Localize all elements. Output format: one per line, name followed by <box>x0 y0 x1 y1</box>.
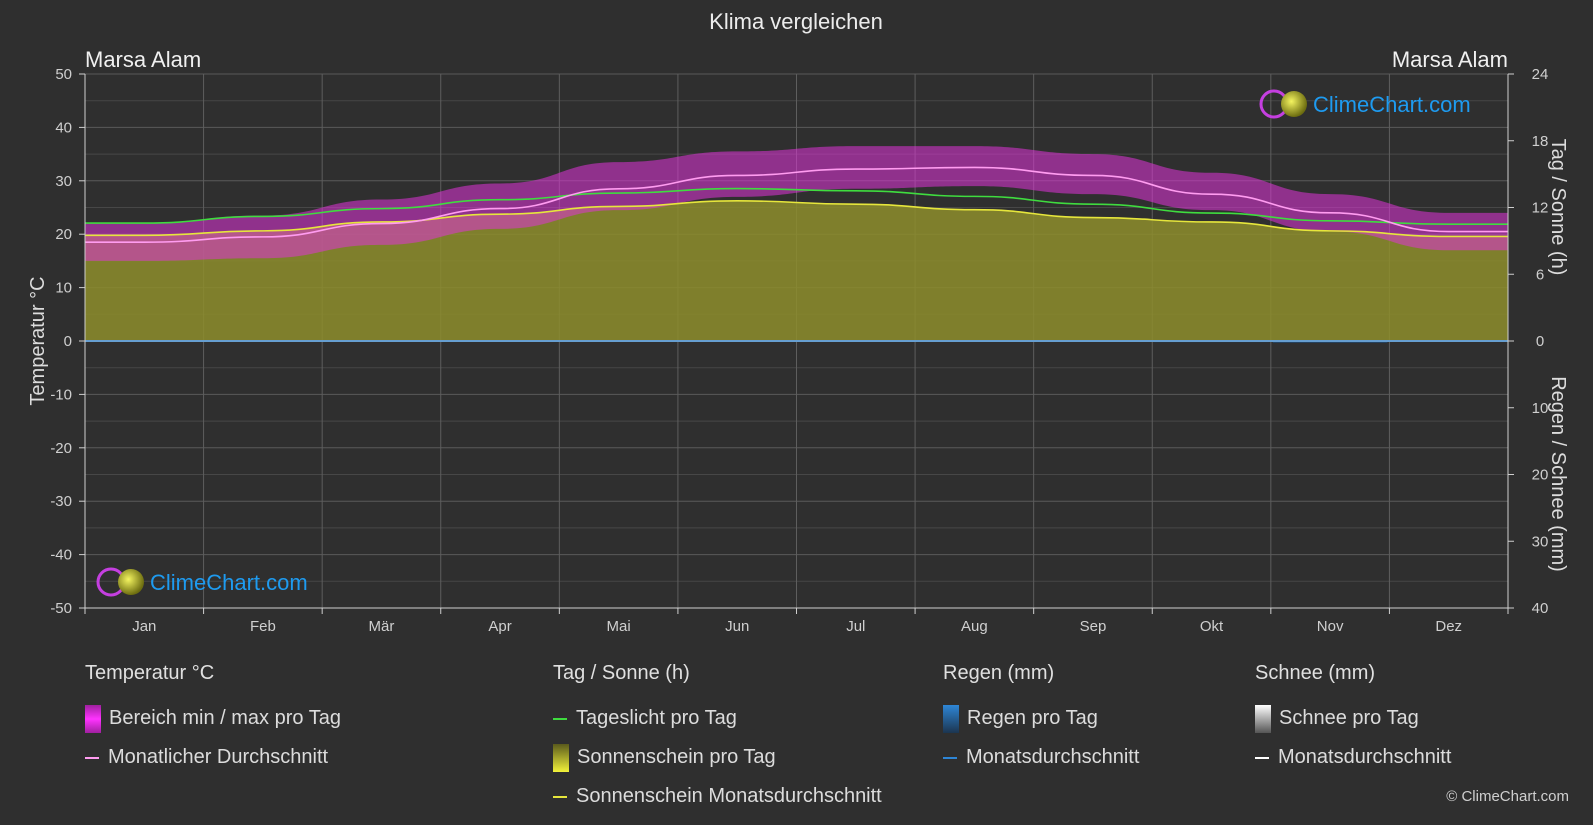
left-tick-label: 20 <box>55 226 72 243</box>
legend-item: Bereich min / max pro Tag <box>85 699 341 738</box>
x-tick-label: Jun <box>725 618 749 635</box>
avg-temp-swatch <box>85 756 99 759</box>
axes: 50 40 30 20 10 0 -10 -20 -30 -40 -50 24 18 12 6 0 10 20 30… <box>50 66 1548 635</box>
legend-item: Regen pro Tag <box>943 699 1139 738</box>
temperature-avg-line <box>85 166 1508 244</box>
right-tick-label: 6 <box>1536 266 1544 283</box>
left-tick-label: -50 <box>50 600 72 617</box>
right-tick-label: 10 <box>1532 400 1549 417</box>
right-tick-label: 30 <box>1532 533 1549 550</box>
x-tick-label: Apr <box>488 618 511 635</box>
legend-item: Sonnenschein Monatsdurchschnitt <box>553 777 882 816</box>
legend-rain: Regen (mm) Regen pro Tag Monatsdurchschn… <box>943 662 1139 777</box>
sunshine-swatch <box>553 743 569 772</box>
range-swatch <box>85 704 101 733</box>
legend-item: Monatsdurchschnitt <box>943 738 1139 777</box>
left-tick-label: 30 <box>55 173 72 190</box>
right-tick-label: 12 <box>1532 200 1549 217</box>
right-axis-top-label: Tag / Sonne (h) <box>1547 139 1569 276</box>
left-tick-label: 50 <box>55 66 72 83</box>
sun-globe-icon <box>118 569 144 595</box>
x-tick-label: Jul <box>846 618 865 635</box>
brand-text-top: ClimeChart.com <box>1313 92 1471 117</box>
right-tick-label: 20 <box>1532 467 1549 484</box>
left-tick-label: -10 <box>50 386 72 403</box>
x-tick-label: Dez <box>1435 618 1462 635</box>
left-tick-label: -40 <box>50 547 72 564</box>
right-tick-label: 40 <box>1532 600 1549 617</box>
left-tick-label: -20 <box>50 440 72 457</box>
legend-item: Monatsdurchschnitt <box>1255 738 1451 777</box>
rain-avg-swatch <box>943 756 957 759</box>
legend-label: Monatlicher Durchschnitt <box>108 746 329 768</box>
x-tick-label: Sep <box>1080 618 1107 635</box>
legend-item: Sonnenschein pro Tag <box>553 738 882 777</box>
right-axis-bottom-label: Regen / Schnee (mm) <box>1547 376 1569 572</box>
legend-label: Sonnenschein Monatsdurchschnitt <box>576 785 882 807</box>
sunshine-avg-line <box>85 200 1508 238</box>
x-tick-label: Mai <box>607 618 631 635</box>
legend-label: Tageslicht pro Tag <box>576 707 737 729</box>
data-series <box>84 146 1508 344</box>
daylight-swatch <box>553 717 567 720</box>
legend-label: Monatsdurchschnitt <box>966 746 1140 768</box>
legend-label: Schnee pro Tag <box>1279 707 1419 729</box>
legend-temperature: Temperatur °C Bereich min / max pro Tag … <box>85 662 341 777</box>
brand-text-bottom: ClimeChart.com <box>150 570 308 595</box>
brand-logo-bottom: ClimeChart.com <box>96 567 308 597</box>
copyright: © ClimeChart.com <box>1446 788 1569 805</box>
legend-item: Tageslicht pro Tag <box>553 699 882 738</box>
sun-globe-icon <box>1281 91 1307 117</box>
legend-label: Sonnenschein pro Tag <box>577 746 776 768</box>
x-tick-label: Aug <box>961 618 988 635</box>
legend-rain-title: Regen (mm) <box>943 662 1055 684</box>
snow-avg-swatch <box>1255 756 1269 759</box>
x-tick-label: Okt <box>1200 618 1224 635</box>
legend-temperature-title: Temperatur °C <box>85 662 215 684</box>
daylight-line <box>84 187 1508 225</box>
left-tick-label: -30 <box>50 493 72 510</box>
legend-label: Bereich min / max pro Tag <box>109 707 341 729</box>
x-tick-label: Feb <box>250 618 276 635</box>
legend-label: Regen pro Tag <box>967 707 1098 729</box>
right-tick-label: 24 <box>1532 66 1549 83</box>
temperature-range-band <box>85 146 1508 261</box>
right-tick-label: 18 <box>1532 133 1549 150</box>
location-left: Marsa Alam <box>85 47 201 72</box>
location-right: Marsa Alam <box>1392 47 1508 72</box>
x-tick-label: Jan <box>132 618 156 635</box>
left-tick-label: 40 <box>55 119 72 136</box>
left-tick-label: 0 <box>64 333 72 350</box>
left-tick-label: 10 <box>55 280 72 297</box>
brand-logo-top: ClimeChart.com <box>1259 89 1471 119</box>
legend-item: Schnee pro Tag <box>1255 699 1451 738</box>
sunshine-avg-swatch <box>553 795 567 798</box>
legend-sun: Tag / Sonne (h) Tageslicht pro Tag Sonne… <box>553 662 882 816</box>
legend-snow: Schnee (mm) Schnee pro Tag Monatsdurchsc… <box>1255 662 1451 777</box>
x-tick-label: Mär <box>369 618 395 635</box>
chart-title: Klima vergleichen <box>709 9 883 34</box>
left-axis-label: Temperatur °C <box>27 276 49 405</box>
legend-item: Monatlicher Durchschnitt <box>85 738 341 777</box>
rain-swatch <box>943 704 959 733</box>
snow-swatch <box>1255 704 1271 733</box>
legend-sun-title: Tag / Sonne (h) <box>553 662 690 684</box>
legend-snow-title: Schnee (mm) <box>1255 662 1376 684</box>
right-tick-label: 0 <box>1536 333 1544 350</box>
x-tick-label: Nov <box>1317 618 1344 635</box>
legend-label: Monatsdurchschnitt <box>1278 746 1452 768</box>
rain-bar <box>1272 341 1388 344</box>
